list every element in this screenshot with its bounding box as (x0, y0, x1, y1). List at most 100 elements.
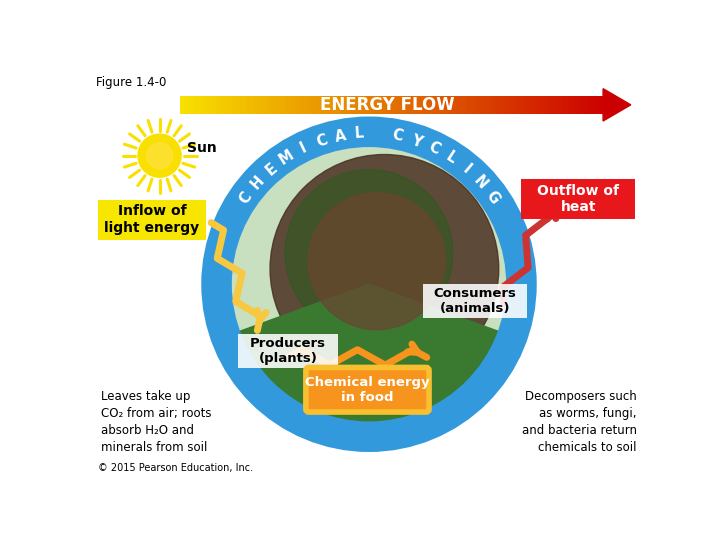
Bar (420, 96, 423, 114)
Text: Consumers
(animals): Consumers (animals) (433, 287, 516, 315)
Bar (187, 96, 191, 114)
Bar (297, 96, 300, 114)
Text: Leaves take up
CO₂ from air; roots
absorb H₂O and
minerals from soil: Leaves take up CO₂ from air; roots absor… (101, 390, 212, 454)
Text: G: G (483, 188, 503, 207)
Bar (568, 96, 572, 114)
Bar (423, 96, 427, 114)
FancyBboxPatch shape (521, 179, 636, 219)
Bar (416, 96, 420, 114)
Bar (473, 96, 476, 114)
Bar (564, 96, 568, 114)
Bar (431, 96, 434, 114)
Bar (377, 96, 381, 114)
Bar (462, 96, 466, 114)
Bar (247, 96, 251, 114)
Bar (406, 96, 410, 114)
Bar (392, 96, 395, 114)
Bar (254, 96, 258, 114)
Bar (374, 96, 377, 114)
Bar (575, 96, 578, 114)
Bar (444, 96, 448, 114)
Bar (328, 96, 332, 114)
Bar (388, 96, 392, 114)
Bar (515, 96, 518, 114)
Bar (198, 96, 202, 114)
Text: E: E (263, 160, 280, 178)
Text: H: H (248, 173, 267, 192)
Bar (180, 96, 184, 114)
Text: Sun: Sun (187, 141, 217, 155)
Bar (339, 96, 343, 114)
Text: C: C (426, 139, 443, 157)
Bar (543, 96, 546, 114)
Bar (332, 96, 336, 114)
Circle shape (147, 143, 173, 168)
Text: N: N (471, 173, 490, 192)
Bar (466, 96, 469, 114)
Bar (353, 96, 356, 114)
Bar (455, 96, 459, 114)
Text: ENERGY FLOW: ENERGY FLOW (320, 96, 454, 114)
Bar (194, 96, 198, 114)
Bar (356, 96, 360, 114)
Bar (441, 96, 444, 114)
Bar (289, 96, 293, 114)
Bar (410, 96, 413, 114)
Bar (304, 96, 307, 114)
Bar (596, 96, 600, 114)
Circle shape (270, 154, 499, 383)
Text: A: A (333, 127, 347, 145)
Text: Outflow of
heat: Outflow of heat (537, 184, 619, 214)
Bar (265, 96, 269, 114)
Bar (258, 96, 261, 114)
Bar (505, 96, 508, 114)
Text: L: L (444, 149, 459, 166)
FancyBboxPatch shape (238, 334, 338, 368)
Bar (286, 96, 289, 114)
Bar (230, 96, 233, 114)
Bar (402, 96, 406, 114)
Text: M: M (276, 147, 297, 168)
Bar (371, 96, 374, 114)
Bar (343, 96, 346, 114)
Bar (202, 96, 205, 114)
Bar (233, 96, 237, 114)
Bar (476, 96, 480, 114)
Bar (325, 96, 328, 114)
Bar (459, 96, 462, 114)
Text: © 2015 Pearson Education, Inc.: © 2015 Pearson Education, Inc. (98, 463, 253, 473)
Bar (244, 96, 247, 114)
Bar (600, 96, 603, 114)
Text: I: I (460, 161, 474, 177)
Text: I: I (298, 140, 310, 156)
Bar (307, 96, 311, 114)
FancyBboxPatch shape (423, 284, 527, 318)
Bar (529, 96, 533, 114)
Bar (360, 96, 364, 114)
Bar (557, 96, 561, 114)
Bar (212, 96, 215, 114)
Text: Decomposers such
as worms, fungi,
and bacteria return
chemicals to soil: Decomposers such as worms, fungi, and ba… (522, 390, 637, 454)
Text: C: C (314, 132, 329, 150)
Bar (282, 96, 286, 114)
Bar (434, 96, 438, 114)
Bar (480, 96, 483, 114)
Circle shape (308, 193, 445, 330)
Bar (191, 96, 194, 114)
Bar (501, 96, 505, 114)
Bar (222, 96, 226, 114)
Bar (300, 96, 304, 114)
Bar (585, 96, 589, 114)
Bar (276, 96, 279, 114)
Bar (349, 96, 353, 114)
Bar (240, 96, 244, 114)
Text: C: C (236, 189, 255, 206)
Bar (311, 96, 314, 114)
Circle shape (217, 132, 521, 437)
Text: Inflow of
light energy: Inflow of light energy (104, 205, 199, 235)
FancyBboxPatch shape (98, 200, 206, 240)
Wedge shape (235, 284, 503, 428)
Text: Y: Y (409, 132, 424, 150)
Bar (237, 96, 240, 114)
Bar (413, 96, 416, 114)
